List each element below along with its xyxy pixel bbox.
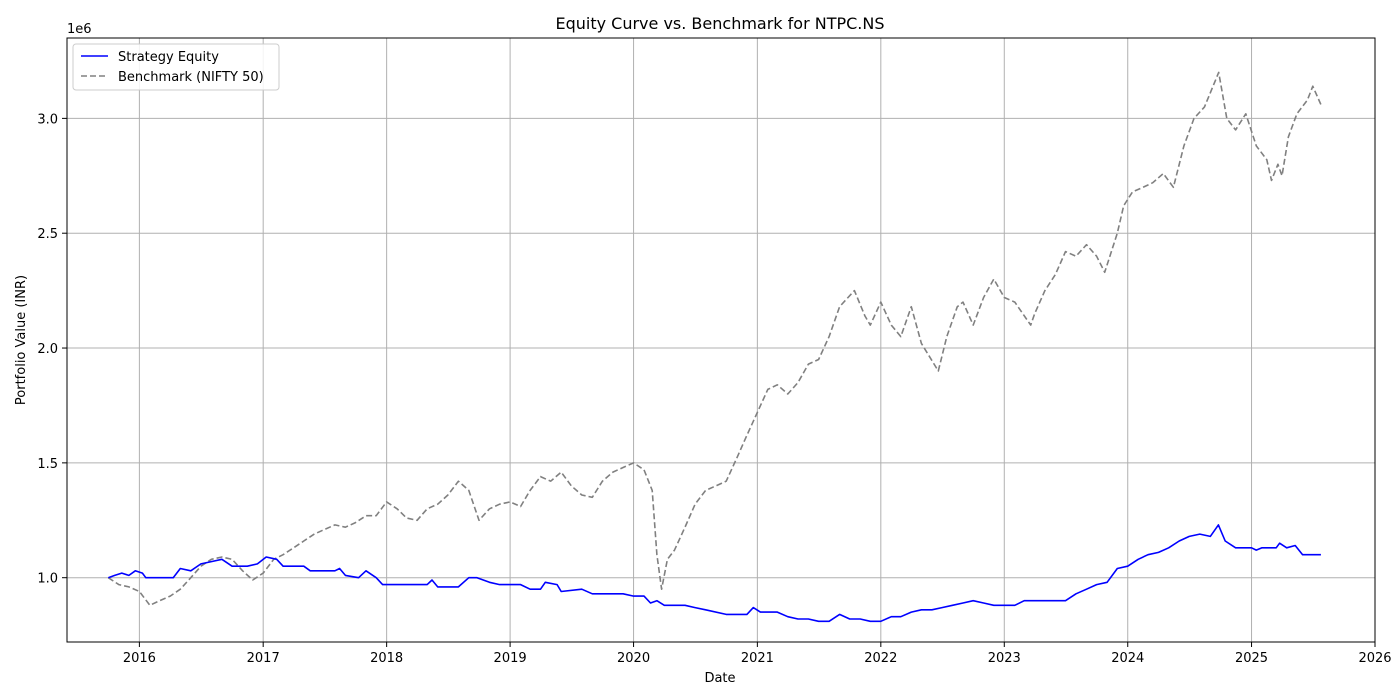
y-tick-label: 1.0: [37, 572, 58, 587]
y-tick-label: 3.0: [37, 112, 58, 127]
legend-box: [72, 43, 280, 91]
x-tick-label: 2022: [864, 651, 897, 666]
legend-label: Benchmark (NIFTY 50): [118, 70, 264, 85]
strategy-equity-line: [108, 524, 1321, 623]
x-tick-label: 2024: [1111, 651, 1144, 666]
series-layer: [107, 71, 1322, 623]
x-tick-label: 2021: [741, 651, 774, 666]
chart-title: Equity Curve vs. Benchmark for NTPC.NS: [555, 14, 884, 33]
y-axis: 1.0 1.5 2.0 2.5 3.0: [37, 112, 67, 587]
y-tick-label: 2.5: [37, 227, 58, 242]
x-tick-label: 2020: [617, 651, 650, 666]
legend: Strategy Equity Benchmark (NIFTY 50): [72, 43, 280, 91]
y-axis-label: Portfolio Value (INR): [14, 275, 29, 405]
y-tick-label: 1.5: [37, 457, 58, 472]
x-tick-label: 2016: [123, 651, 156, 666]
benchmark-line: [107, 71, 1322, 607]
grid: [67, 38, 1376, 642]
x-tick-label: 2019: [494, 651, 527, 666]
x-axis-label: Date: [704, 671, 735, 686]
x-axis: 2016 2017 2018 2019 2020 2021 2022 2023 2024 2025…: [123, 642, 1392, 666]
x-tick-label: 2026: [1358, 651, 1391, 666]
x-tick-label: 2023: [988, 651, 1021, 666]
plot-frame: [66, 37, 1376, 643]
x-tick-label: 2018: [370, 651, 403, 666]
legend-label: Strategy Equity: [118, 50, 219, 65]
x-tick-label: 2017: [247, 651, 280, 666]
x-tick-label: 2025: [1235, 651, 1268, 666]
y-tick-label: 2.0: [37, 342, 58, 357]
y-axis-offset-label: 1e6: [67, 22, 92, 37]
